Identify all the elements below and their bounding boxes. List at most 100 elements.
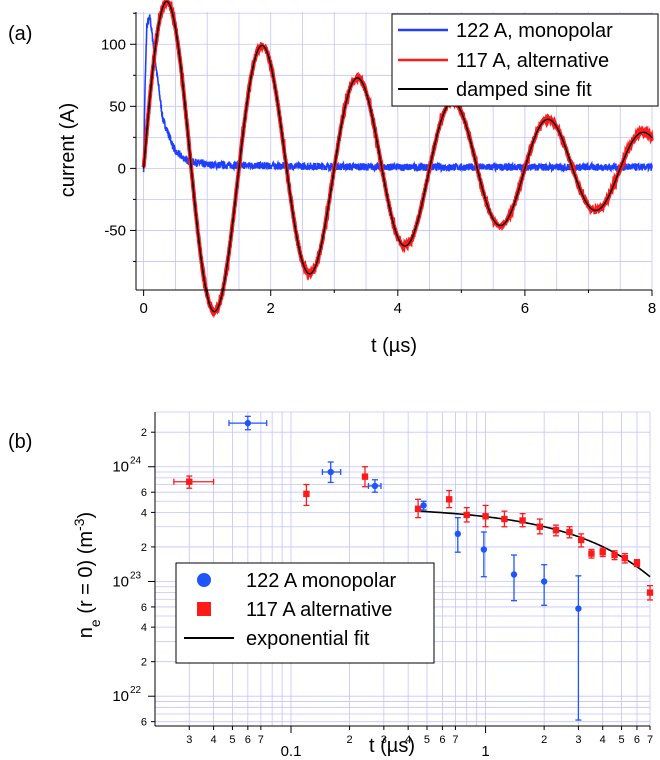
monopolar-point — [321, 461, 342, 484]
marker-circle — [327, 468, 334, 476]
legend-label-monopolar-a: 122 A, monopolar — [456, 20, 613, 42]
monopolar-point — [540, 564, 548, 606]
panel-b-legend-box — [175, 562, 435, 664]
x-tick-label: 6 — [634, 734, 640, 746]
y-tick-label: 2 — [141, 657, 147, 669]
alternative-point — [445, 489, 453, 509]
marker-square — [646, 589, 654, 596]
x-tick-label: 7 — [258, 734, 264, 746]
marker-circle — [510, 571, 518, 578]
marker-circle — [371, 482, 379, 490]
marker-square — [599, 548, 606, 556]
alternative-point — [646, 584, 654, 601]
y-tick-label: 6 — [141, 602, 147, 614]
x-tick-label: 6 — [521, 300, 529, 317]
x-tick-label: 4 — [405, 734, 411, 746]
x-tick-label: 4 — [600, 734, 606, 746]
legend-label-fit-b: exponential fit — [246, 628, 370, 650]
marker-circle — [540, 578, 548, 585]
panel-a-ticks: 0 2 4 6 8 -50 0 50 100 — [101, 12, 656, 317]
marker-square — [445, 496, 453, 503]
alternative-point — [501, 510, 508, 528]
marker-circle — [454, 530, 462, 538]
alternative-point — [536, 518, 544, 535]
alternative-point — [361, 466, 369, 488]
marker-square — [519, 517, 526, 524]
x-tick-label: 5 — [229, 734, 235, 746]
x-tick-label: 3 — [186, 734, 192, 746]
alternative-point — [599, 547, 606, 558]
panel-b-axes — [154, 412, 650, 727]
panel-a-axes — [135, 12, 652, 291]
x-tick-label: 6 — [439, 734, 445, 746]
x-tick-label: 8 — [648, 300, 656, 317]
alternative-point — [463, 507, 470, 523]
x-tick-label: 4 — [211, 734, 217, 746]
marker-square — [361, 473, 369, 480]
x-tick-label: 6 — [245, 734, 251, 746]
panel-a-legend: 122 A, monopolar 117 A, alternative damp… — [391, 13, 659, 107]
panel-b-label: (b) — [8, 431, 32, 453]
legend-label-alternative-a: 117 A, alternative — [456, 50, 609, 72]
marker-square — [482, 513, 489, 520]
panel-a-plot-area — [141, 0, 654, 319]
marker-circle — [575, 605, 582, 612]
x-tick-label: 5 — [619, 734, 625, 746]
x-tick-label: 5 — [424, 734, 430, 746]
x-tick-label: 4 — [394, 300, 402, 317]
alternative-point — [173, 475, 215, 489]
y-tick-label: 6 — [141, 717, 147, 729]
panel-a: (a) 0 2 4 6 8 -50 0 50 100 t (µs) current (A) 12… — [8, 0, 659, 357]
marker-square — [414, 505, 422, 512]
marker-square — [536, 523, 544, 530]
alternative-point — [303, 483, 310, 507]
x-tick-label: 3 — [575, 734, 581, 746]
panel-b-plot-area — [173, 415, 654, 721]
legend-label-fit-a: damped sine fit — [456, 79, 592, 101]
series-fit-line — [142, 0, 653, 313]
y-tick-exponent: 22 — [130, 685, 142, 696]
alternative-point — [588, 548, 595, 559]
marker-square — [611, 551, 618, 559]
panel-b-x-axis-label: t (µs) — [369, 735, 415, 757]
marker-square — [501, 515, 508, 523]
y-tick-label: -50 — [104, 222, 126, 239]
marker-square — [621, 554, 629, 562]
marker-square — [186, 478, 193, 485]
x-tick-label: 0 — [139, 300, 147, 317]
y-tick-label: 0 — [118, 160, 126, 177]
legend-label-monopolar-b: 122 A monopolar — [246, 570, 396, 592]
panel-b-legend: 122 A monopolar 117 A alternative expone… — [175, 562, 435, 664]
monopolar-point — [420, 500, 427, 511]
y-tick-label: 10 — [112, 573, 129, 590]
legend-swatch-alternative-b — [197, 602, 211, 616]
monopolar-point — [575, 575, 582, 721]
series-monopolar-line — [142, 14, 653, 174]
legend-label-alternative-b: 117 A alternative — [246, 599, 392, 621]
y-tick-label: 50 — [109, 98, 126, 115]
marker-square — [588, 550, 595, 557]
alternative-point — [633, 558, 641, 568]
x-tick-label: 7 — [647, 734, 653, 746]
y-tick-label: 4 — [141, 507, 147, 519]
alternative-point — [577, 533, 585, 548]
x-tick-label: 3 — [381, 734, 387, 746]
monopolar-point — [454, 516, 462, 553]
alternative-point — [611, 550, 618, 561]
x-tick-label: 2 — [541, 734, 547, 746]
monopolar-point — [510, 554, 518, 602]
alternative-point — [621, 552, 629, 564]
legend-swatch-monopolar-b — [197, 573, 211, 587]
y-tick-exponent: 23 — [130, 570, 142, 581]
monopolar-point — [480, 531, 488, 578]
y-tick-label: 2 — [141, 427, 147, 439]
x-tick-label: 1 — [481, 743, 489, 760]
y-tick-exponent: 24 — [130, 456, 142, 467]
x-tick-label: 0.1 — [281, 743, 302, 760]
panel-a-label: (a) — [8, 23, 32, 45]
exponential-fit-line — [418, 510, 651, 578]
x-tick-label: 2 — [267, 300, 275, 317]
marker-square — [577, 536, 585, 544]
